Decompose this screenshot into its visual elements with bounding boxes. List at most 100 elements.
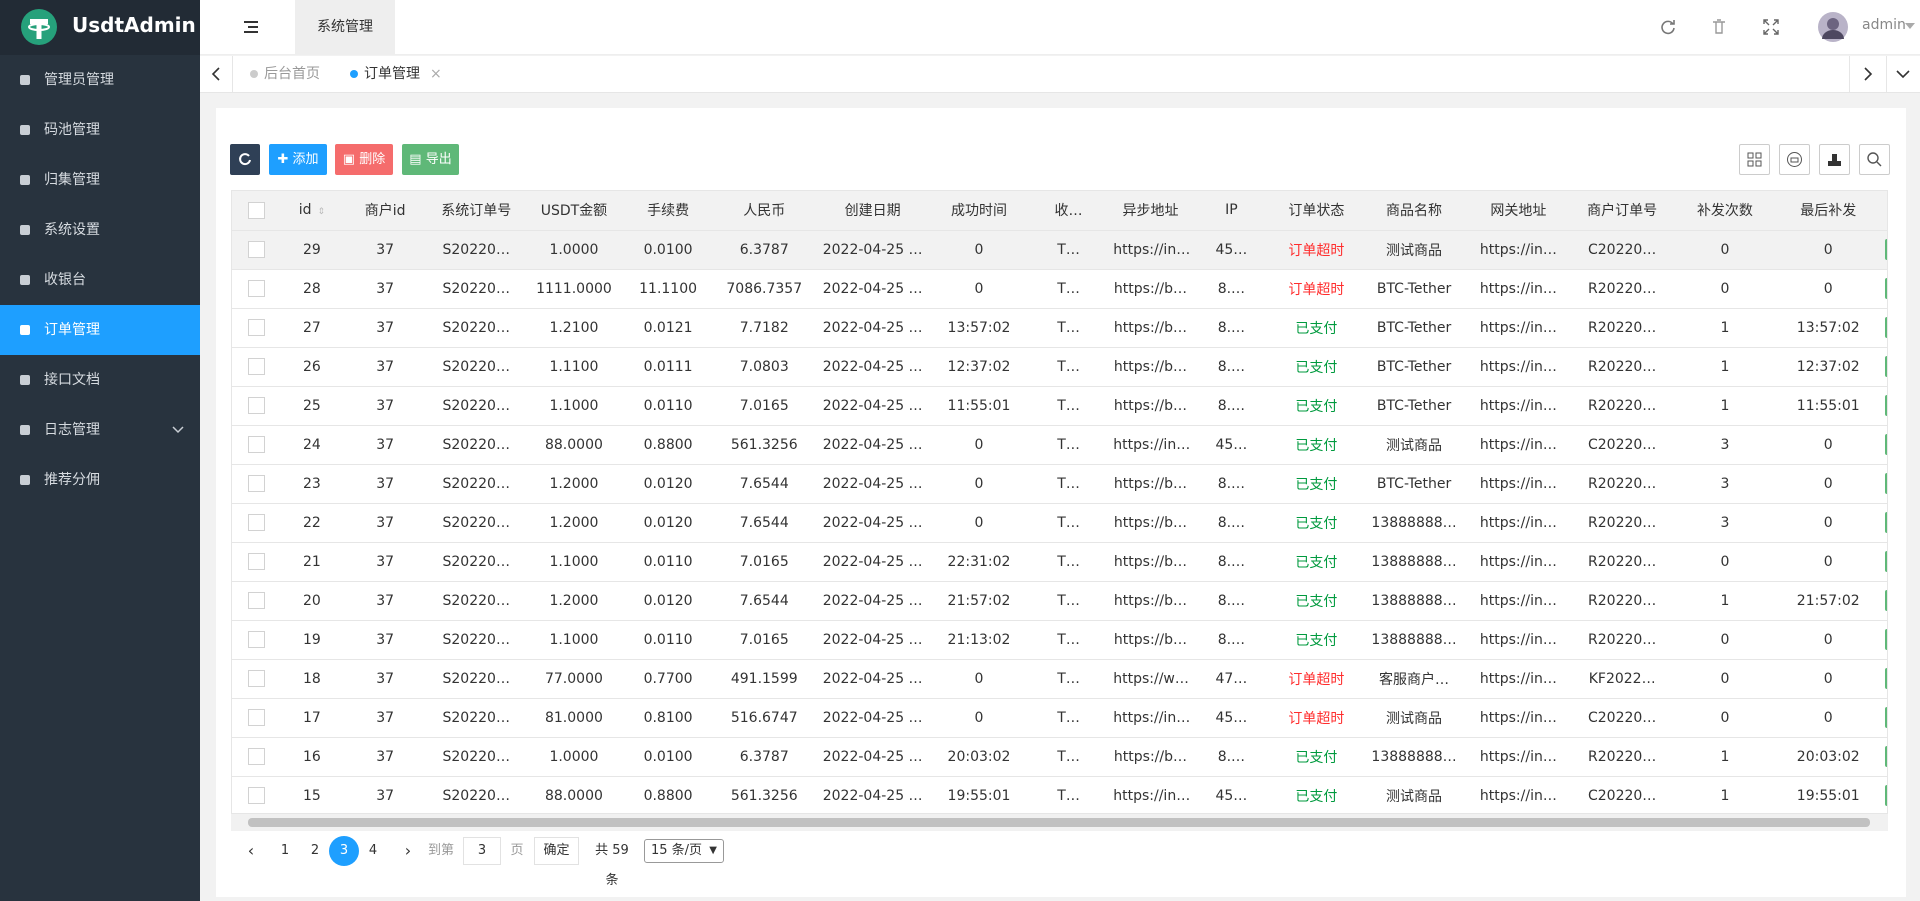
cell: 37 <box>342 425 428 465</box>
table-row: 28 37 S20220… 1111.0000 11.1100 7086.7357 2022… <box>232 269 1887 309</box>
cell: 7.7182 <box>713 308 816 348</box>
export-button[interactable]: ▤ 导出 <box>402 144 459 175</box>
menu-item[interactable]: 日志管理 <box>0 405 200 455</box>
edit-button[interactable]: 编辑 <box>1884 746 1887 767</box>
checkbox[interactable] <box>247 592 265 609</box>
edit-button[interactable]: 编辑 <box>1884 473 1887 494</box>
columns-icon[interactable] <box>1739 144 1770 175</box>
cell: https://b… <box>1109 308 1192 348</box>
clear-icon[interactable] <box>1711 19 1727 35</box>
refresh-icon[interactable] <box>1660 19 1676 35</box>
edit-button[interactable]: 编辑 <box>1884 629 1887 650</box>
menu-label: 推荐分佣 <box>44 472 100 488</box>
page-tab[interactable]: 后台首页 <box>246 56 320 92</box>
edit-button[interactable]: 编辑 <box>1884 317 1887 338</box>
cell: https://b… <box>1109 386 1192 426</box>
sort-icon[interactable]: ⇕ <box>317 207 326 218</box>
menu-item[interactable]: 管理员管理 <box>0 55 200 105</box>
checkbox[interactable] <box>247 748 265 765</box>
edit-button[interactable]: 编辑 <box>1884 785 1887 806</box>
prev-page[interactable]: ‹ <box>247 841 255 860</box>
edit-button[interactable]: 编辑 <box>1884 512 1887 533</box>
cell: 8.… <box>1191 308 1272 348</box>
cell: 0 <box>1674 698 1776 738</box>
confirm-button[interactable]: 确定 <box>534 837 579 865</box>
menu-toggle[interactable] <box>243 19 259 35</box>
edit-button[interactable]: 编辑 <box>1884 434 1887 455</box>
checkbox[interactable] <box>247 358 265 375</box>
page-size-select[interactable]: 15 条/页 ▼ <box>644 839 724 863</box>
menu-item[interactable]: 推荐分佣 <box>0 455 200 505</box>
tabs-left[interactable] <box>200 56 233 92</box>
tabs-right[interactable] <box>1849 56 1920 92</box>
cell: https://in… <box>1109 776 1192 813</box>
cell: 0 <box>1775 464 1881 504</box>
cell: T… <box>1027 308 1110 348</box>
edit-button[interactable]: 编辑 <box>1884 707 1887 728</box>
page-number[interactable]: 4 <box>368 843 378 858</box>
header-tab[interactable]: 系统管理 <box>295 0 395 55</box>
fullscreen-icon[interactable] <box>1763 19 1779 35</box>
checkbox[interactable] <box>247 553 265 570</box>
scroll-thumb[interactable] <box>248 818 1870 827</box>
checkbox[interactable] <box>247 670 265 687</box>
checkbox[interactable] <box>247 319 265 336</box>
edit-button[interactable]: 编辑 <box>1884 590 1887 611</box>
menu-item[interactable]: 系统设置 <box>0 205 200 255</box>
checkbox[interactable] <box>247 514 265 531</box>
checkbox[interactable] <box>247 787 265 804</box>
export-icon[interactable] <box>1819 144 1850 175</box>
header-cell: 商品名称 <box>1361 191 1467 231</box>
cell: https://in… <box>1466 308 1571 348</box>
checkbox[interactable] <box>247 709 265 726</box>
menu-item[interactable]: 订单管理 <box>0 305 200 355</box>
cell: 8.… <box>1191 542 1272 582</box>
status-cell: 已支付 <box>1271 308 1362 348</box>
cell: 7086.7357 <box>713 269 816 309</box>
menu-item[interactable]: 接口文档 <box>0 355 200 405</box>
cell: T… <box>1027 659 1110 699</box>
edit-button[interactable]: 编辑 <box>1884 668 1887 689</box>
checkbox[interactable] <box>247 280 265 297</box>
menu-item[interactable]: 码池管理 <box>0 105 200 155</box>
cell: 13888888… <box>1361 581 1467 621</box>
menu-item[interactable]: 归集管理 <box>0 155 200 205</box>
delete-button[interactable]: ▣ 删除 <box>335 144 393 175</box>
cell: 0 <box>930 698 1028 738</box>
checkbox[interactable] <box>247 397 265 414</box>
page-tab[interactable]: 订单管理 × <box>346 56 442 92</box>
cell: https://b… <box>1109 269 1192 309</box>
checkbox[interactable] <box>247 201 265 219</box>
cell: 27 <box>280 308 343 348</box>
edit-button[interactable]: 编辑 <box>1884 356 1887 377</box>
page-number[interactable]: 2 <box>310 843 320 858</box>
edit-button[interactable]: 编辑 <box>1884 551 1887 572</box>
checkbox[interactable] <box>247 631 265 648</box>
checkbox[interactable] <box>247 475 265 492</box>
cell: BTC-Tether <box>1361 269 1467 309</box>
user-name[interactable]: admin <box>1862 17 1906 33</box>
page-number[interactable]: 3 <box>329 836 359 866</box>
search-icon[interactable] <box>1859 144 1890 175</box>
cell: 81.0000 <box>525 698 623 738</box>
tab-close[interactable]: × <box>430 66 442 82</box>
cell: 88.0000 <box>525 425 623 465</box>
edit-button[interactable]: 编辑 <box>1884 239 1887 260</box>
print-icon[interactable] <box>1779 144 1810 175</box>
cell: 7.6544 <box>713 464 816 504</box>
refresh-button[interactable] <box>230 144 260 175</box>
next-page[interactable]: › <box>404 841 412 860</box>
cell: S20220… <box>427 269 526 309</box>
add-button[interactable]: ✚ 添加 <box>269 144 327 175</box>
menu-item[interactable]: 收银台 <box>0 255 200 305</box>
avatar[interactable] <box>1818 12 1848 42</box>
page-input[interactable]: 3 <box>463 837 501 865</box>
edit-button[interactable]: 编辑 <box>1884 278 1887 299</box>
edit-button[interactable]: 编辑 <box>1884 395 1887 416</box>
cell: 2022-04-25 … <box>815 581 931 621</box>
checkbox[interactable] <box>247 436 265 453</box>
cell: https://b… <box>1109 464 1192 504</box>
checkbox[interactable] <box>247 241 265 258</box>
status-cell: 已支付 <box>1271 464 1362 504</box>
page-number[interactable]: 1 <box>280 843 290 858</box>
